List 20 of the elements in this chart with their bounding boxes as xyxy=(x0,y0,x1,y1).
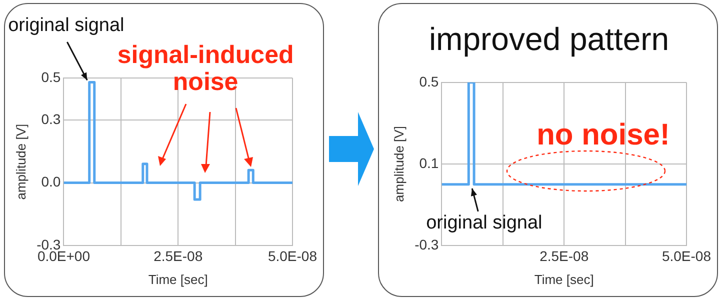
x-axis-title: Time [sec] xyxy=(148,272,208,287)
x-tick-label: 5.0E-08 xyxy=(268,248,318,264)
annotation: signal-induced noise xyxy=(117,40,294,96)
y-tick-label: 0.5 xyxy=(41,68,61,85)
chart-title: improved pattern xyxy=(428,21,670,58)
y-tick-label: 0.0 xyxy=(41,174,61,190)
y-tick-label: -0.3 xyxy=(36,236,61,252)
annotation: no noise! xyxy=(536,118,670,152)
y-tick-label: 0.5 xyxy=(419,73,439,90)
annotation: original signal xyxy=(8,15,124,36)
annotation: original signal xyxy=(426,212,542,234)
y-axis-title: amplitude [V] xyxy=(391,126,406,202)
y-tick-label: -0.3 xyxy=(414,236,439,252)
y-tick-label: 0.3 xyxy=(41,110,61,127)
y-axis-title: amplitude [V] xyxy=(13,124,28,200)
x-tick-label: 2.5E-08 xyxy=(540,248,589,264)
x-tick-label: 2.5E-08 xyxy=(154,248,203,264)
y-tick-label: 0.1 xyxy=(419,154,439,171)
x-tick-label: 5.0E-08 xyxy=(662,248,712,264)
x-axis-title: Time [sec] xyxy=(534,272,594,287)
